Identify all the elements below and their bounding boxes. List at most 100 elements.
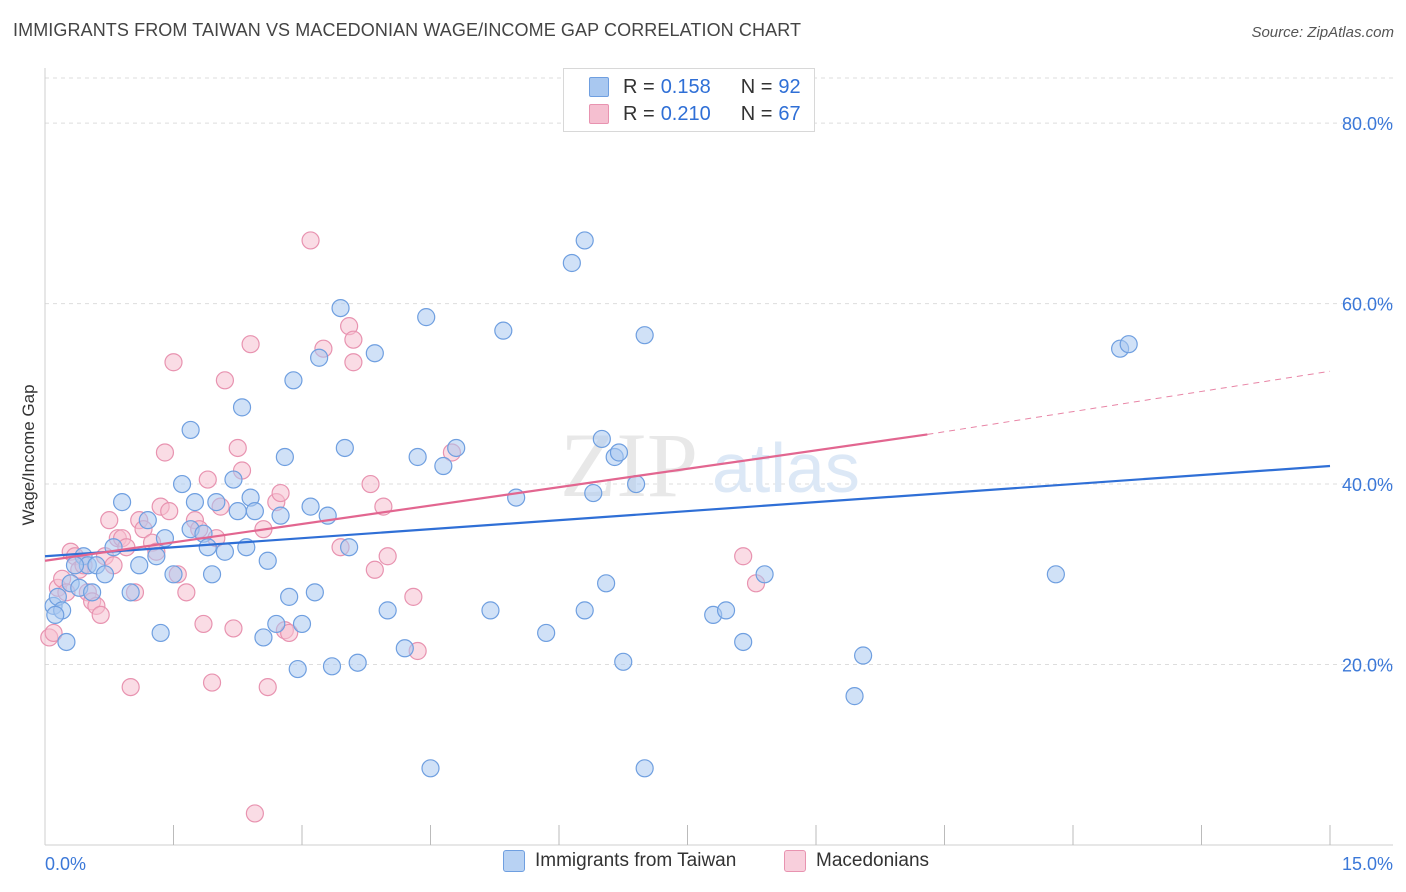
- data-point-taiwan: [635, 326, 654, 345]
- data-point-taiwan: [83, 583, 102, 602]
- data-point-taiwan: [121, 583, 140, 602]
- data-point-macedonians: [404, 587, 423, 606]
- data-point-taiwan: [275, 447, 294, 467]
- data-point-taiwan: [301, 497, 320, 516]
- data-point-taiwan: [228, 502, 247, 521]
- data-point-taiwan: [434, 456, 453, 476]
- data-point-taiwan: [57, 632, 76, 652]
- data-point-taiwan: [322, 657, 342, 676]
- data-point-taiwan: [1119, 335, 1138, 354]
- data-point-macedonians: [228, 438, 247, 458]
- data-point-taiwan: [447, 438, 466, 458]
- data-point-macedonians: [44, 623, 63, 643]
- data-point-taiwan: [575, 231, 594, 250]
- data-point-taiwan: [288, 659, 307, 679]
- data-point-macedonians: [301, 231, 320, 250]
- data-point-taiwan: [310, 348, 329, 367]
- legend-n-value: 67: [778, 102, 801, 125]
- bottom-legend-label-macedonians: Macedonians: [816, 850, 930, 871]
- legend-r-value: 0.158: [660, 75, 711, 98]
- y-axis-tick-labels: 20.0% 40.0% 60.0% 80.0%: [1342, 114, 1393, 675]
- data-point-taiwan: [378, 601, 397, 620]
- data-point-taiwan: [172, 474, 192, 494]
- data-point-taiwan: [138, 511, 157, 530]
- data-point-taiwan: [609, 443, 629, 462]
- data-point-taiwan: [305, 583, 324, 602]
- data-point-taiwan: [292, 614, 312, 634]
- data-point-macedonians: [245, 804, 264, 823]
- data-point-taiwan: [597, 574, 616, 593]
- data-point-taiwan: [614, 652, 633, 671]
- data-point-taiwan: [284, 371, 303, 390]
- legend-n-value: 92: [778, 75, 801, 98]
- gridlines: [45, 77, 1393, 666]
- legend-swatch-blue: [589, 77, 609, 97]
- watermark-zip: ZIP: [560, 414, 698, 516]
- legend-swatch-pink: [589, 104, 609, 124]
- data-point-taiwan: [365, 344, 384, 363]
- data-point-macedonians: [271, 483, 290, 503]
- data-point-taiwan: [331, 299, 350, 318]
- trend-line-macedonians-extension: [927, 370, 1331, 435]
- data-point-macedonians: [258, 677, 277, 697]
- data-point-macedonians: [280, 623, 299, 643]
- data-point-taiwan: [65, 556, 85, 575]
- axes: [44, 68, 1393, 846]
- data-point-macedonians: [215, 371, 234, 390]
- data-point-taiwan: [716, 601, 736, 620]
- x-tick-label-min: 0.0%: [45, 854, 86, 874]
- data-point-taiwan: [395, 639, 414, 658]
- legend-r-label: R =: [623, 75, 655, 98]
- data-point-macedonians: [344, 330, 363, 349]
- data-point-taiwan: [626, 474, 646, 494]
- bottom-legend-label-taiwan: Immigrants from Taiwan: [535, 850, 737, 871]
- source-credit: Source: ZipAtlas.com: [1251, 24, 1394, 41]
- data-point-taiwan: [104, 538, 123, 557]
- legend-n-label: N =: [740, 102, 773, 125]
- bottom-legend-swatch-blue: [503, 850, 525, 872]
- data-point-taiwan: [130, 556, 149, 575]
- data-point-macedonians: [198, 470, 217, 489]
- y-tick-label: 20.0%: [1342, 656, 1393, 676]
- data-point-taiwan: [335, 438, 354, 458]
- data-point-taiwan: [271, 506, 290, 525]
- data-point-macedonians: [734, 547, 753, 566]
- data-point-taiwan: [635, 759, 654, 778]
- data-point-taiwan: [408, 447, 427, 467]
- bottom-legend-taiwan: Immigrants from Taiwan: [503, 850, 736, 872]
- data-point-taiwan: [562, 253, 581, 273]
- data-point-macedonians: [344, 353, 363, 372]
- data-point-taiwan: [421, 759, 440, 778]
- data-point-taiwan: [854, 646, 873, 665]
- data-point-taiwan: [151, 623, 170, 643]
- data-point-macedonians: [202, 673, 222, 692]
- data-point-taiwan: [417, 308, 436, 327]
- series-taiwan: [44, 231, 1138, 778]
- watermark: ZIP atlas: [560, 414, 860, 516]
- trend-line-taiwan: [44, 464, 1331, 558]
- watermark-atlas: atlas: [712, 429, 860, 507]
- data-point-macedonians: [378, 547, 397, 566]
- data-point-taiwan: [584, 483, 603, 503]
- data-point-taiwan: [232, 398, 252, 417]
- data-point-taiwan: [202, 565, 222, 584]
- data-point-taiwan: [267, 614, 286, 634]
- y-tick-label: 80.0%: [1342, 114, 1393, 134]
- data-point-taiwan: [215, 542, 234, 561]
- y-tick-label: 60.0%: [1342, 295, 1393, 315]
- data-point-macedonians: [241, 335, 260, 354]
- data-point-taiwan: [1046, 565, 1065, 584]
- data-point-macedonians: [361, 474, 380, 494]
- data-point-taiwan: [537, 623, 556, 643]
- data-point-taiwan: [494, 321, 513, 340]
- data-point-taiwan: [185, 493, 205, 512]
- y-axis-label: Wage/Income Gap: [19, 384, 38, 525]
- x-axis-tick-labels: 0.0% 15.0%: [45, 854, 1393, 874]
- trend-line-macedonians: [44, 433, 928, 562]
- data-point-taiwan: [112, 493, 132, 512]
- bottom-legend-swatch-pink: [784, 850, 806, 872]
- data-point-taiwan: [280, 587, 299, 606]
- data-point-taiwan: [46, 605, 65, 625]
- data-point-taiwan: [245, 502, 264, 521]
